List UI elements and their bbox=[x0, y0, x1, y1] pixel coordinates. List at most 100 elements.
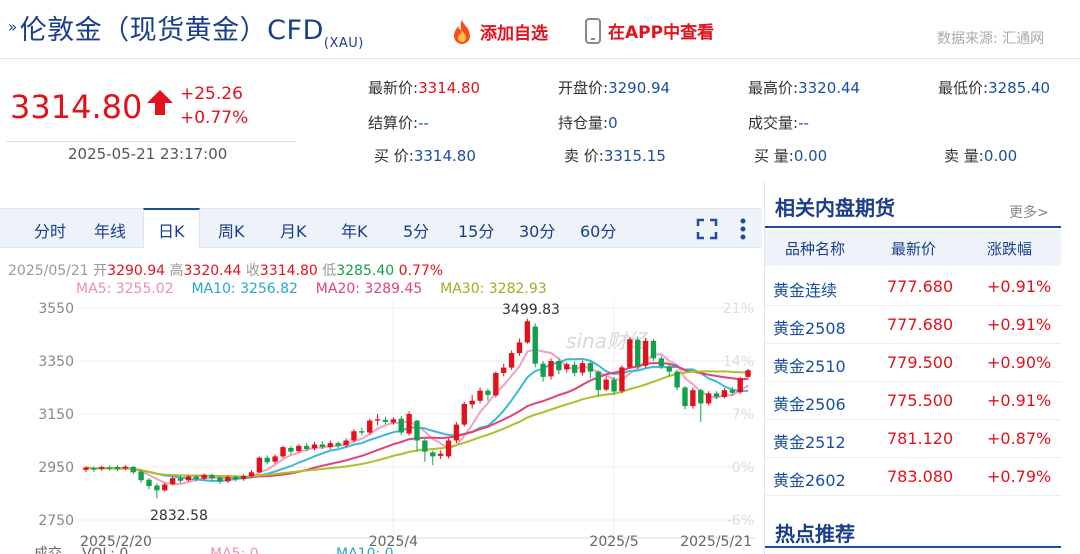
candle bbox=[154, 485, 160, 491]
candle bbox=[114, 467, 121, 470]
candle bbox=[280, 447, 286, 457]
candle bbox=[635, 339, 641, 367]
field-value: 3285.40 bbox=[988, 79, 1051, 97]
field-label: 最新价: bbox=[368, 79, 419, 97]
candle bbox=[209, 474, 215, 479]
candle bbox=[461, 403, 467, 425]
vol-ma5: MA5: 0 bbox=[210, 546, 259, 554]
related-row[interactable]: 黄金2506 775.500 +0.91% bbox=[765, 382, 1061, 420]
candle bbox=[721, 390, 728, 398]
row-name[interactable]: 黄金2508 bbox=[773, 319, 846, 338]
field-value: 3314.80 bbox=[413, 147, 476, 165]
candle bbox=[611, 379, 617, 392]
row-name[interactable]: 黄金2510 bbox=[773, 357, 846, 376]
info-close: 3314.80 bbox=[259, 263, 318, 279]
field-label: 成交量: bbox=[748, 114, 799, 132]
field-label: 最高价: bbox=[748, 79, 799, 97]
candle bbox=[122, 466, 129, 469]
candle bbox=[256, 457, 263, 473]
related-row[interactable]: 黄金2512 781.120 +0.87% bbox=[765, 420, 1061, 458]
field-bid-size: 买 量:0.00 bbox=[754, 145, 827, 166]
tab-15min[interactable]: 15分 bbox=[458, 222, 495, 241]
related-row[interactable]: 黄金2510 779.500 +0.90% bbox=[765, 344, 1061, 382]
field-label: 最低价: bbox=[938, 79, 989, 97]
y-tick-label: 3150 bbox=[38, 407, 74, 423]
row-price: 783.080 bbox=[887, 467, 954, 486]
info-open-label: 开 bbox=[93, 263, 108, 279]
candle bbox=[248, 472, 255, 477]
fullscreen-icon[interactable] bbox=[696, 218, 718, 240]
candle bbox=[729, 390, 735, 393]
candle bbox=[540, 363, 546, 377]
field-bid: 买 价:3314.80 bbox=[374, 145, 476, 166]
candle bbox=[579, 363, 586, 373]
ma20-legend: MA20: 3289.45 bbox=[315, 281, 423, 297]
row-name[interactable]: 黄金连续 bbox=[773, 281, 838, 300]
candle bbox=[422, 440, 428, 452]
y-tick-label: 3550 bbox=[38, 301, 74, 317]
ma-legend: MA5: 3255.02 MA10: 3256.82 MA20: 3289.45… bbox=[76, 281, 547, 297]
price-divider bbox=[6, 141, 296, 142]
info-pct: 0.77% bbox=[398, 263, 444, 279]
x-tick-label: 2025/2/20 bbox=[80, 534, 152, 550]
field-value: 3314.80 bbox=[418, 79, 481, 97]
col-name: 品种名称 bbox=[785, 240, 846, 258]
data-source: 数据来源: 汇通网 bbox=[937, 31, 1045, 47]
info-open: 3290.94 bbox=[107, 263, 166, 279]
y-right-tick-label: -6% bbox=[727, 513, 754, 529]
candle bbox=[469, 400, 475, 405]
related-row[interactable]: 黄金连续 777.680 +0.91% bbox=[765, 268, 1061, 306]
candle bbox=[233, 477, 239, 480]
tab-daily-k[interactable]: 日K bbox=[143, 208, 200, 248]
tab-30min[interactable]: 30分 bbox=[519, 222, 556, 241]
candle bbox=[374, 419, 381, 421]
ohlc-info: 2025/05/21 开3290.94 高3320.44 收3314.80 低3… bbox=[8, 260, 443, 280]
vol-value: VOL: 0 bbox=[82, 546, 128, 554]
candle bbox=[437, 453, 444, 456]
field-ask-size: 卖 量:0.00 bbox=[944, 145, 1017, 166]
col-price: 最新价 bbox=[891, 240, 937, 258]
view-in-app-button[interactable]: 在APP中查看 bbox=[584, 18, 714, 44]
x-axis: 2025/2/20 2025/4 2025/5 2025/5/21 bbox=[80, 534, 752, 550]
hot-recommend-title: 热点推荐 bbox=[775, 522, 855, 546]
candle bbox=[162, 484, 168, 491]
kline-chart[interactable]: 3550 3350 3150 2950 2750 21% 14% 7% 0% -6% 2025/… bbox=[0, 298, 762, 554]
field-value: 0.00 bbox=[793, 147, 828, 165]
info-close-label: 收 bbox=[245, 263, 260, 279]
x-tick-label: 2025/5/21 bbox=[680, 534, 752, 550]
tab-60min[interactable]: 60分 bbox=[580, 222, 617, 241]
related-futures-panel: 相关内盘期货 更多> 品种名称 最新价 涨跌幅 黄金连续 777.680 +0.91… bbox=[764, 182, 1061, 554]
y-right-tick-label: 14% bbox=[723, 354, 754, 370]
field-label: 开盘价: bbox=[558, 79, 609, 97]
header-divider bbox=[0, 58, 1080, 59]
tab-weekly-k[interactable]: 周K bbox=[218, 222, 245, 241]
add-watchlist-button[interactable]: 添加自选 bbox=[448, 18, 548, 46]
candle bbox=[398, 418, 404, 433]
related-row[interactable]: 黄金2602 783.080 +0.79% bbox=[765, 458, 1061, 496]
candle bbox=[264, 457, 270, 463]
ma10-legend: MA10: 3256.82 bbox=[191, 281, 298, 297]
field-label: 买 价: bbox=[374, 147, 414, 165]
related-row[interactable]: 黄金2508 777.680 +0.91% bbox=[765, 306, 1061, 344]
candle bbox=[177, 478, 184, 481]
tab-intraday[interactable]: 分时 bbox=[34, 222, 67, 241]
tab-year-line[interactable]: 年线 bbox=[94, 222, 127, 241]
tab-5min[interactable]: 5分 bbox=[403, 222, 430, 241]
related-more-link[interactable]: 更多> bbox=[1009, 205, 1049, 221]
ma30-legend: MA30: 3282.93 bbox=[440, 281, 547, 297]
candle bbox=[587, 363, 594, 372]
row-name[interactable]: 黄金2512 bbox=[773, 433, 846, 452]
candle bbox=[335, 443, 341, 446]
instrument-code: (XAU) bbox=[323, 36, 364, 51]
tab-yearly-k[interactable]: 年K bbox=[341, 222, 368, 241]
candle bbox=[737, 378, 743, 393]
hot-divider bbox=[765, 546, 1061, 548]
candle bbox=[564, 364, 570, 370]
vol-ma10: MA10: 0 bbox=[336, 546, 394, 554]
row-name[interactable]: 黄金2602 bbox=[773, 471, 846, 490]
tab-monthly-k[interactable]: 月K bbox=[280, 222, 307, 241]
candle bbox=[99, 467, 105, 469]
more-menu-icon[interactable] bbox=[739, 217, 747, 241]
y-right-tick-label: 0% bbox=[732, 460, 754, 476]
row-name[interactable]: 黄金2506 bbox=[773, 395, 846, 414]
